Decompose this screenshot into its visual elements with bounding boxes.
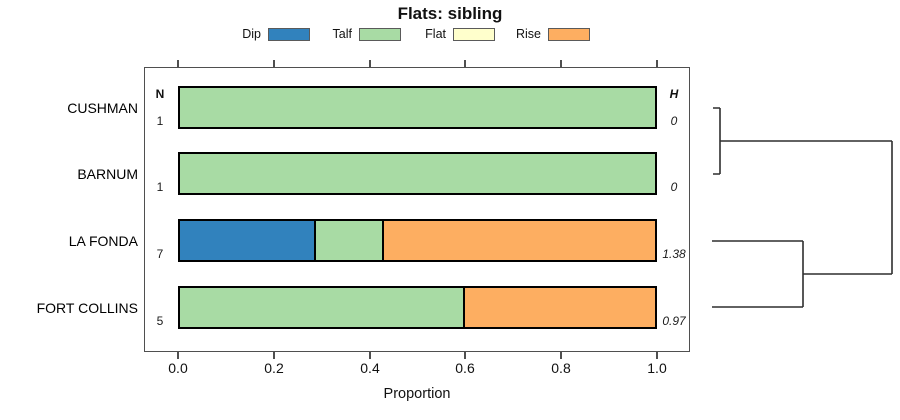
legend-swatch-talf	[359, 27, 401, 41]
bottom-tick	[656, 352, 658, 359]
legend-label-flat: Flat	[425, 27, 446, 41]
chart-title: Flats: sibling	[397, 4, 503, 23]
x-tick-label: 0.8	[551, 360, 571, 376]
top-tick	[177, 60, 179, 67]
category-label-fort-collins: FORT COLLINS	[36, 299, 138, 316]
legend-item-rise: Rise	[516, 26, 591, 42]
legend-item-talf: Talf	[329, 26, 401, 42]
bar-segment-talf	[315, 221, 384, 260]
top-tick	[560, 60, 562, 67]
bar-segment-rise	[465, 288, 655, 327]
bar-segment-talf	[180, 88, 655, 127]
n-value: 1	[156, 114, 164, 128]
legend-item-dip: Dip	[238, 26, 310, 42]
bottom-tick	[177, 352, 179, 359]
legend-label-dip: Dip	[242, 27, 261, 41]
stacked-bar-la-fonda	[178, 219, 657, 262]
bar-segment-rise	[383, 221, 655, 260]
h-column-header: H	[669, 87, 679, 101]
top-tick	[656, 60, 658, 67]
legend-item-flat: Flat	[423, 26, 495, 42]
x-tick-label: 0.4	[360, 360, 380, 376]
bottom-tick	[369, 352, 371, 359]
h-value: 0.97	[662, 314, 686, 328]
top-tick	[464, 60, 466, 67]
bottom-tick	[464, 352, 466, 359]
category-label-barnum: BARNUM	[77, 165, 138, 182]
h-value: 0	[670, 180, 678, 194]
x-axis-title: Proportion	[383, 386, 451, 402]
legend-swatch-rise	[548, 27, 591, 41]
h-value: 1.38	[662, 247, 686, 261]
dendrogram	[712, 107, 893, 308]
bar-segment-dip	[180, 221, 316, 260]
legend-swatch-dip	[268, 27, 310, 41]
legend-swatch-flat	[453, 27, 495, 41]
category-label-cushman: CUSHMAN	[67, 99, 138, 116]
n-column-header: N	[155, 87, 165, 101]
legend-label-talf: Talf	[332, 27, 352, 41]
bottom-tick	[273, 352, 275, 359]
n-value: 5	[156, 314, 164, 328]
n-value: 1	[156, 180, 164, 194]
stacked-bar-barnum	[178, 152, 657, 195]
top-tick	[273, 60, 275, 67]
legend-label-rise: Rise	[516, 27, 542, 41]
x-tick-label: 0.0	[168, 360, 188, 376]
bar-segment-talf	[180, 288, 465, 327]
category-label-la-fonda: LA FONDA	[68, 232, 138, 249]
dendrogram-lines	[712, 107, 893, 308]
stacked-bar-fort-collins	[178, 286, 657, 329]
n-value: 7	[156, 247, 164, 261]
x-tick-label: 1.0	[647, 360, 667, 376]
bar-segment-talf	[180, 154, 655, 193]
x-tick-label: 0.6	[455, 360, 475, 376]
h-value: 0	[670, 114, 678, 128]
bottom-tick	[560, 352, 562, 359]
x-tick-label: 0.2	[264, 360, 284, 376]
top-tick	[369, 60, 371, 67]
stacked-bar-cushman	[178, 86, 657, 129]
